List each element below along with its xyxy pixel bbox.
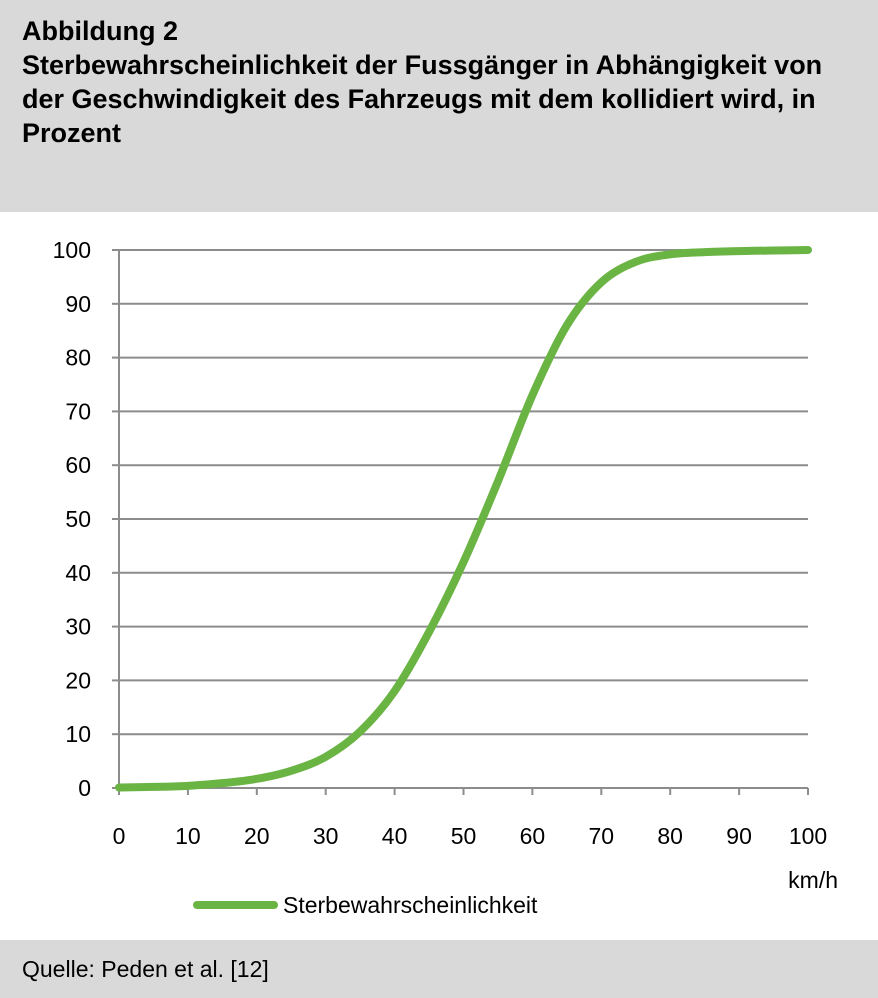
figure-label: Abbildung 2 (22, 16, 178, 46)
series-line-0 (115, 246, 812, 792)
x-tick-label-90: 90 (726, 823, 752, 849)
x-tick-label-10: 10 (175, 823, 201, 849)
y-tick-label-50: 50 (65, 506, 91, 532)
figure-footer: Quelle: Peden et al. [12] (0, 940, 878, 998)
y-tick-label-20: 20 (65, 667, 91, 693)
x-axis-label: km/h (788, 867, 838, 893)
y-tick-label-90: 90 (65, 291, 91, 317)
chart-svg: 0 10 20 30 40 50 60 70 80 90 100 0 10 20 30 40 50 60 70 80 9… (53, 237, 838, 918)
x-tick-label-20: 20 (244, 823, 270, 849)
x-tick-label-70: 70 (589, 823, 615, 849)
plot-area: 0 10 20 30 40 50 60 70 80 90 100 0 10 20 30 40 50 60 70 80 9… (0, 212, 878, 940)
y-tick-label-10: 10 (65, 721, 91, 747)
x-tick-label-0: 0 (113, 823, 126, 849)
y-tick-label-0: 0 (78, 775, 91, 801)
y-tick-label-40: 40 (65, 560, 91, 586)
y-tick-label-80: 80 (65, 345, 91, 371)
source-note: Quelle: Peden et al. [12] (22, 956, 269, 982)
x-tick-label-30: 30 (313, 823, 339, 849)
figure-header: Abbildung 2 Sterbewahrscheinlichkeit der… (0, 0, 878, 212)
x-tick-label-100: 100 (789, 823, 827, 849)
y-tick-label-60: 60 (65, 452, 91, 478)
y-tick-label-70: 70 (65, 398, 91, 424)
y-tick-label-100: 100 (53, 237, 91, 263)
x-tick-label-40: 40 (382, 823, 408, 849)
figure-title: Sterbewahrscheinlichkeit der Fussgänger … (22, 50, 823, 148)
x-tick-label-60: 60 (520, 823, 546, 849)
y-tick-label-30: 30 (65, 614, 91, 640)
x-tick-label-80: 80 (657, 823, 683, 849)
legend-label-0: Sterbewahrscheinlichkeit (283, 892, 538, 918)
x-tick-label-50: 50 (451, 823, 477, 849)
